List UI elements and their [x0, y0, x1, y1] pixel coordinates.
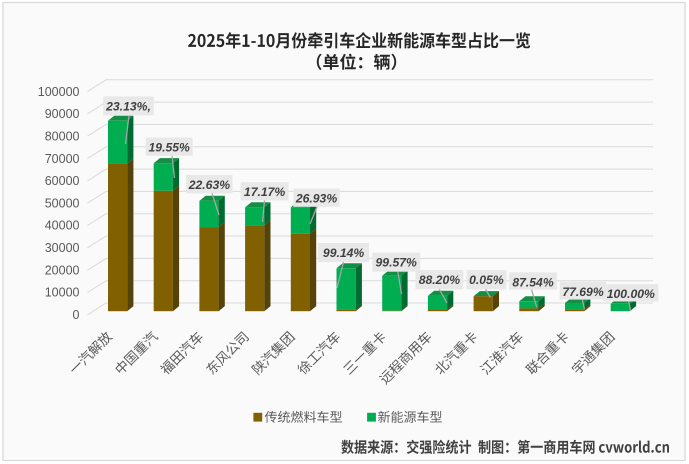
svg-text:10000: 10000	[45, 286, 80, 300]
svg-text:30000: 30000	[45, 241, 80, 255]
svg-text:99.57%: 99.57%	[376, 256, 417, 270]
svg-text:87.54%: 87.54%	[512, 275, 553, 289]
svg-text:40000: 40000	[45, 219, 80, 233]
svg-text:80000: 80000	[45, 129, 80, 143]
svg-text:70000: 70000	[45, 152, 80, 166]
svg-text:100000: 100000	[38, 85, 80, 99]
svg-text:23.13%,: 23.13%,	[105, 99, 151, 113]
svg-text:17.17%: 17.17%	[244, 185, 285, 199]
svg-text:77.69%: 77.69%	[562, 285, 603, 299]
svg-text:0: 0	[73, 308, 80, 322]
svg-text:60000: 60000	[45, 174, 80, 188]
svg-text:26.93%: 26.93%	[295, 192, 337, 206]
svg-text:0.05%: 0.05%	[469, 273, 504, 287]
svg-text:90000: 90000	[45, 107, 80, 121]
svg-text:20000: 20000	[45, 263, 80, 277]
svg-text:50000: 50000	[45, 196, 80, 210]
svg-text:99.14%: 99.14%	[323, 246, 364, 260]
svg-text:19.55%: 19.55%	[149, 141, 190, 155]
svg-text:100.00%: 100.00%	[607, 287, 655, 301]
svg-text:22.63%: 22.63%	[188, 178, 230, 192]
svg-text:88.20%: 88.20%	[419, 273, 460, 287]
